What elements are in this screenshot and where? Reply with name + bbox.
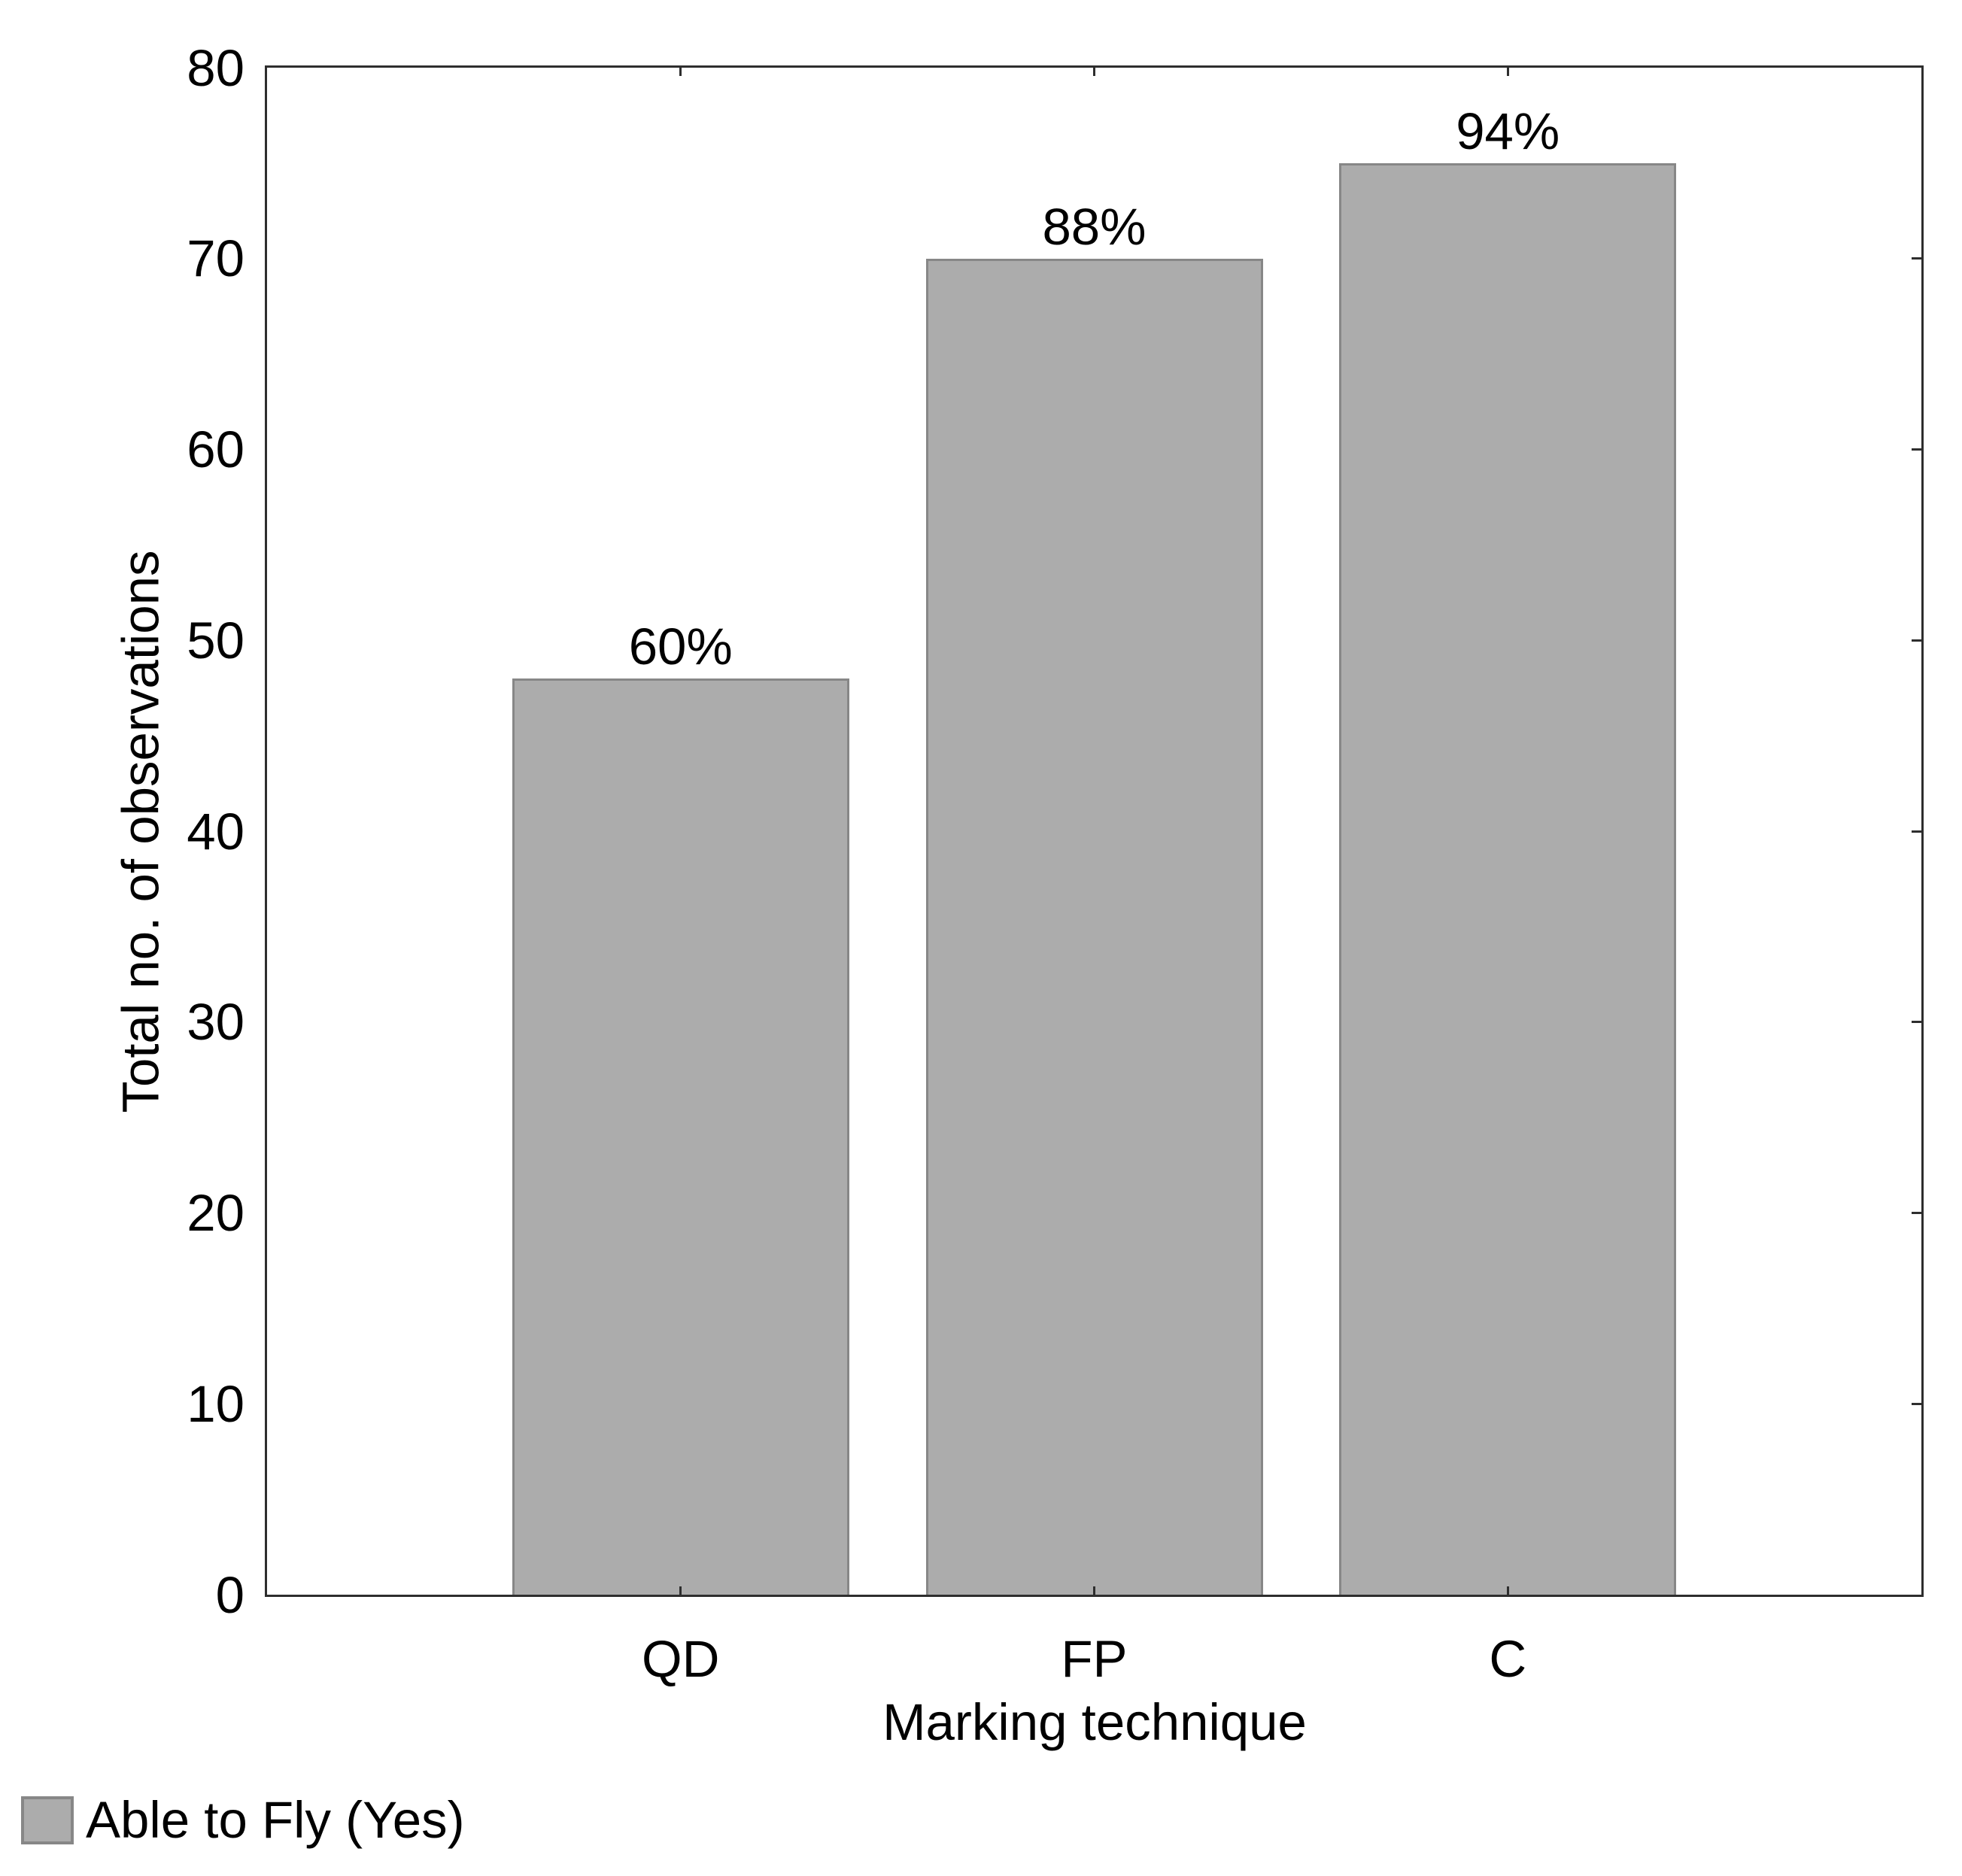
x-axis-title: Marking technique (882, 1693, 1307, 1751)
y-tick-mark-10 (1912, 1402, 1921, 1405)
y-tick-label-80: 80 (187, 38, 244, 97)
bar-qd (512, 678, 849, 1595)
y-tick-label-40: 40 (187, 802, 244, 861)
y-tick-label-20: 20 (187, 1184, 244, 1242)
bar-value-label-fp: 88% (1042, 197, 1147, 256)
y-tick-label-10: 10 (187, 1374, 244, 1433)
x-tick-label-fp: FP (1061, 1630, 1128, 1688)
plot-area: 60% 88% 94% (265, 65, 1924, 1597)
legend-label: Able to Fly (Yes) (86, 1791, 465, 1849)
x-tick-mark-top-c (1506, 68, 1509, 76)
y-tick-mark-40 (1912, 830, 1921, 833)
x-tick-label-c: C (1489, 1630, 1527, 1688)
bar-value-label-qd: 60% (628, 618, 733, 675)
y-tick-label-60: 60 (187, 420, 244, 478)
y-tick-label-0: 0 (215, 1565, 244, 1624)
legend-swatch (21, 1796, 74, 1844)
x-tick-mark-bottom-qd (679, 1586, 682, 1595)
y-tick-mark-60 (1912, 448, 1921, 451)
bar-fp (925, 258, 1263, 1595)
y-tick-label-70: 70 (187, 229, 244, 288)
x-tick-mark-top-qd (679, 68, 682, 76)
y-tick-mark-70 (1912, 257, 1921, 260)
x-tick-label-qd: QD (642, 1630, 720, 1688)
y-tick-label-50: 50 (187, 611, 244, 669)
legend: Able to Fly (Yes) (21, 1794, 465, 1846)
y-tick-mark-30 (1912, 1021, 1921, 1024)
x-tick-mark-top-fp (1093, 68, 1095, 76)
y-tick-mark-20 (1912, 1212, 1921, 1214)
x-tick-mark-bottom-fp (1093, 1586, 1095, 1595)
y-tick-label-30: 30 (187, 993, 244, 1052)
y-tick-mark-50 (1912, 639, 1921, 642)
x-tick-mark-bottom-c (1506, 1586, 1509, 1595)
bar-c (1339, 162, 1677, 1595)
bar-value-label-c: 94% (1456, 102, 1560, 160)
